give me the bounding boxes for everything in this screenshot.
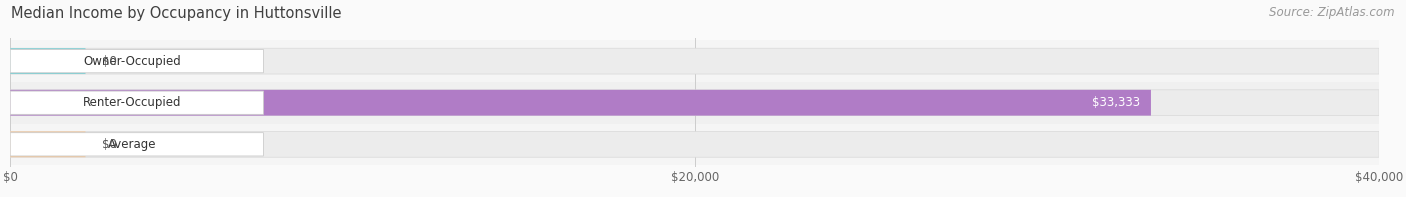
FancyBboxPatch shape xyxy=(10,40,1379,82)
Text: Average: Average xyxy=(107,138,156,151)
FancyBboxPatch shape xyxy=(10,131,86,157)
FancyBboxPatch shape xyxy=(10,131,1379,157)
Text: Renter-Occupied: Renter-Occupied xyxy=(83,96,181,109)
FancyBboxPatch shape xyxy=(10,49,263,73)
Text: Source: ZipAtlas.com: Source: ZipAtlas.com xyxy=(1270,6,1395,19)
FancyBboxPatch shape xyxy=(10,124,1379,165)
Text: Median Income by Occupancy in Huttonsville: Median Income by Occupancy in Huttonsvil… xyxy=(11,6,342,21)
Text: $0: $0 xyxy=(101,138,117,151)
FancyBboxPatch shape xyxy=(10,48,86,74)
FancyBboxPatch shape xyxy=(10,91,263,114)
FancyBboxPatch shape xyxy=(10,90,1379,116)
FancyBboxPatch shape xyxy=(10,133,263,156)
Text: $0: $0 xyxy=(101,55,117,68)
FancyBboxPatch shape xyxy=(10,48,1379,74)
Text: $33,333: $33,333 xyxy=(1092,96,1140,109)
Text: Owner-Occupied: Owner-Occupied xyxy=(83,55,180,68)
FancyBboxPatch shape xyxy=(10,90,1152,116)
FancyBboxPatch shape xyxy=(10,82,1379,124)
